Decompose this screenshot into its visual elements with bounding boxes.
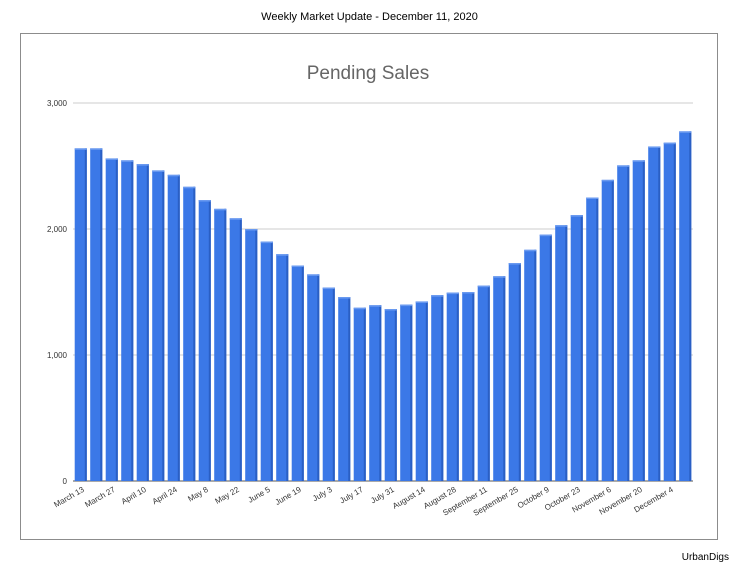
bar — [245, 229, 258, 481]
y-tick-label: 3,000 — [47, 99, 68, 108]
bar — [353, 307, 366, 481]
bar — [415, 301, 428, 481]
x-tick-label: May 8 — [186, 485, 210, 504]
bar — [477, 285, 490, 481]
chart-frame: Pending Sales 0 1,000 2,000 3,000 March 13 Ma… — [20, 33, 718, 540]
bar — [183, 186, 196, 482]
bar — [167, 174, 180, 481]
bar — [663, 142, 676, 481]
x-tick-label: June 5 — [246, 485, 272, 505]
bar — [446, 292, 459, 481]
bar — [586, 197, 599, 481]
bar — [214, 208, 227, 481]
x-tick-label: March 13 — [52, 485, 86, 510]
bar — [632, 160, 645, 481]
bar — [601, 179, 614, 482]
bar — [307, 274, 320, 481]
y-tick-label: 0 — [63, 477, 68, 486]
bar — [229, 218, 242, 482]
bar — [198, 200, 211, 481]
bar — [338, 297, 351, 481]
y-tick-label: 1,000 — [47, 351, 68, 360]
x-tick-label: August 14 — [391, 485, 427, 511]
bar — [384, 309, 397, 481]
page-title: Weekly Market Update - December 11, 2020 — [261, 11, 478, 23]
x-tick-label: May 22 — [214, 485, 242, 506]
y-tick-label: 2,000 — [47, 225, 68, 234]
bar — [291, 265, 304, 481]
bar — [260, 241, 273, 481]
bar — [679, 131, 692, 481]
bar — [276, 254, 289, 481]
bar — [121, 160, 134, 481]
x-tick-label: July 3 — [311, 485, 334, 504]
bar — [152, 170, 165, 481]
bar — [322, 287, 335, 481]
bar — [570, 215, 583, 481]
x-tick-label: April 10 — [120, 485, 148, 507]
x-tick-label: July 17 — [338, 485, 365, 506]
bar — [400, 304, 413, 481]
brand-label: UrbanDigs — [681, 552, 729, 563]
bar — [369, 305, 382, 481]
bar — [462, 292, 475, 481]
x-tick-label: June 19 — [274, 485, 304, 507]
chart-title: Pending Sales — [307, 63, 430, 84]
bar — [493, 276, 506, 481]
bar — [74, 148, 87, 482]
bar — [431, 295, 444, 481]
bar — [136, 164, 149, 482]
bar — [508, 263, 521, 481]
x-tick-label: March 27 — [83, 485, 117, 510]
bar — [90, 148, 103, 482]
bar — [555, 225, 568, 481]
bar — [617, 165, 630, 481]
bar — [539, 234, 552, 481]
bar — [524, 249, 537, 481]
bar — [648, 146, 661, 481]
bar — [105, 158, 118, 481]
x-tick-label: April 24 — [151, 485, 179, 507]
